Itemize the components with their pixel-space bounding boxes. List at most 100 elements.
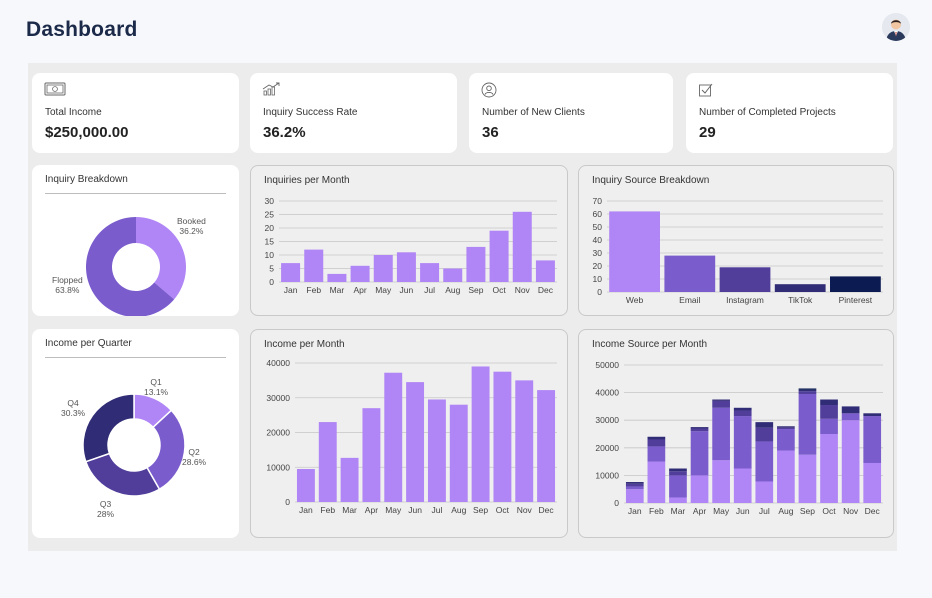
x-tick-label: Apr <box>353 285 366 295</box>
y-tick-label: 25 <box>265 210 275 220</box>
divider <box>45 193 226 194</box>
card-title: Income per Month <box>264 339 345 350</box>
bar-segment <box>625 482 644 484</box>
income-per-quarter-card: Income per Quarter Q1 13.1% Q2 28.6% Q3 28%… <box>32 329 239 538</box>
bar-segment <box>625 483 644 487</box>
bar-segment <box>712 400 730 408</box>
bar-segment <box>820 418 838 434</box>
bar <box>493 371 512 502</box>
bar-segment <box>798 388 817 390</box>
y-tick-label: 10000 <box>595 470 619 480</box>
card-title: Inquiries per Month <box>264 175 350 186</box>
bar <box>318 422 337 502</box>
x-tick-label: Pinterest <box>839 295 873 305</box>
y-tick-label: 20000 <box>266 428 290 438</box>
income-per-month-chart: 0 10000 20000 30000 40000 Jan Feb Mar Apr May Jun J… <box>266 358 557 515</box>
x-tick-label: Jun <box>408 505 422 515</box>
bar-segment <box>863 413 882 417</box>
bar <box>664 255 716 292</box>
kpi-value: $250,000.00 <box>45 124 129 141</box>
kpi-value: 36.2% <box>263 124 306 141</box>
checkbox-icon <box>698 82 714 103</box>
inquiry-slice-flopped <box>86 217 175 316</box>
x-tick-label: Jan <box>628 506 642 516</box>
bar <box>537 390 556 502</box>
x-tick-label: May <box>385 505 402 515</box>
kpi-label: Total Income <box>45 107 102 118</box>
kpi-card-inquiry-success-rate: Inquiry Success Rate 36.2% <box>250 73 457 153</box>
x-tick-label: Mar <box>330 285 345 295</box>
x-tick-label: Web <box>626 295 644 305</box>
user-avatar-icon <box>882 13 910 41</box>
x-tick-label: Dec <box>539 505 555 515</box>
y-tick-label: 30 <box>265 196 275 206</box>
bar-segment <box>712 399 730 401</box>
bar <box>443 268 463 282</box>
bar-segment <box>863 462 882 503</box>
card-title: Inquiry Source Breakdown <box>592 175 710 186</box>
x-tick-label: Nov <box>517 505 533 515</box>
bar <box>362 408 381 502</box>
bar-segment <box>863 416 882 463</box>
y-tick-label: 40000 <box>595 388 619 398</box>
slice-label-q2: Q2 28.6% <box>182 447 207 467</box>
bar <box>296 468 315 502</box>
x-tick-label: May <box>375 285 392 295</box>
x-tick-label: Instagram <box>726 295 764 305</box>
bar-segment <box>755 422 774 428</box>
avatar[interactable] <box>882 13 910 41</box>
bar <box>384 372 403 502</box>
kpi-card-completed-projects: Number of Completed Projects 29 <box>686 73 893 153</box>
kpi-card-total-income: Total Income $250,000.00 <box>32 73 239 153</box>
y-tick-label: 30 <box>593 248 603 258</box>
x-tick-label: Apr <box>365 505 378 515</box>
bar <box>535 260 555 282</box>
income-source-per-month-chart: 0 10000 20000 30000 40000 50000 Jan Feb Mar Apr Ma… <box>595 360 883 516</box>
x-tick-label: TikTok <box>788 295 813 305</box>
y-tick-label: 40 <box>593 235 603 245</box>
inquiry-slice-booked <box>136 217 186 300</box>
y-tick-label: 0 <box>285 497 290 507</box>
x-tick-label: Jul <box>759 506 770 516</box>
bar-segment <box>669 475 687 498</box>
inquiry-source-breakdown-card: Inquiry Source Breakdown 0 10 20 30 40 50 60 70… <box>578 165 894 316</box>
x-tick-label: Jun <box>736 506 750 516</box>
bar <box>350 265 370 282</box>
bar-segment <box>841 413 860 421</box>
x-tick-label: Jan <box>284 285 298 295</box>
x-tick-label: Dec <box>538 285 554 295</box>
bar-segment <box>841 406 860 414</box>
inquiry-breakdown-card: Inquiry Breakdown Booked 36.2% Flopped 63.… <box>32 165 239 316</box>
x-tick-label: Jul <box>431 505 442 515</box>
bar <box>304 249 324 282</box>
bar <box>406 382 425 502</box>
slice-label-flopped: Flopped 63.8% <box>52 275 83 295</box>
x-tick-label: Mar <box>342 505 357 515</box>
y-tick-label: 30000 <box>266 393 290 403</box>
slice-label-q3: Q3 28% <box>97 499 115 519</box>
bar-segment <box>733 416 752 469</box>
bar-segment <box>798 393 817 455</box>
x-tick-label: Sep <box>468 285 483 295</box>
bar <box>373 255 393 282</box>
card-title: Income Source per Month <box>592 339 708 350</box>
bar <box>327 273 347 282</box>
bar-segment <box>798 454 817 503</box>
bar <box>609 211 660 292</box>
bar-segment <box>690 475 709 503</box>
bar-segment <box>777 426 795 428</box>
y-tick-label: 50000 <box>595 360 619 370</box>
x-tick-label: Nov <box>515 285 531 295</box>
user-icon <box>481 82 497 103</box>
y-tick-label: 0 <box>614 498 619 508</box>
inquiry-breakdown-donut <box>86 217 186 316</box>
bar <box>489 230 509 282</box>
inquiries-per-month-chart: 0 5 10 15 20 25 30 Jan Feb Mar Apr May Jun Jul Aug Sep O… <box>265 196 557 295</box>
x-tick-label: Mar <box>671 506 686 516</box>
card-title: Income per Quarter <box>45 338 132 349</box>
y-tick-label: 0 <box>269 277 274 287</box>
y-tick-label: 0 <box>597 287 602 297</box>
growth-chart-icon <box>262 82 282 101</box>
bar-segment <box>712 460 730 503</box>
bar-segment <box>841 420 860 503</box>
